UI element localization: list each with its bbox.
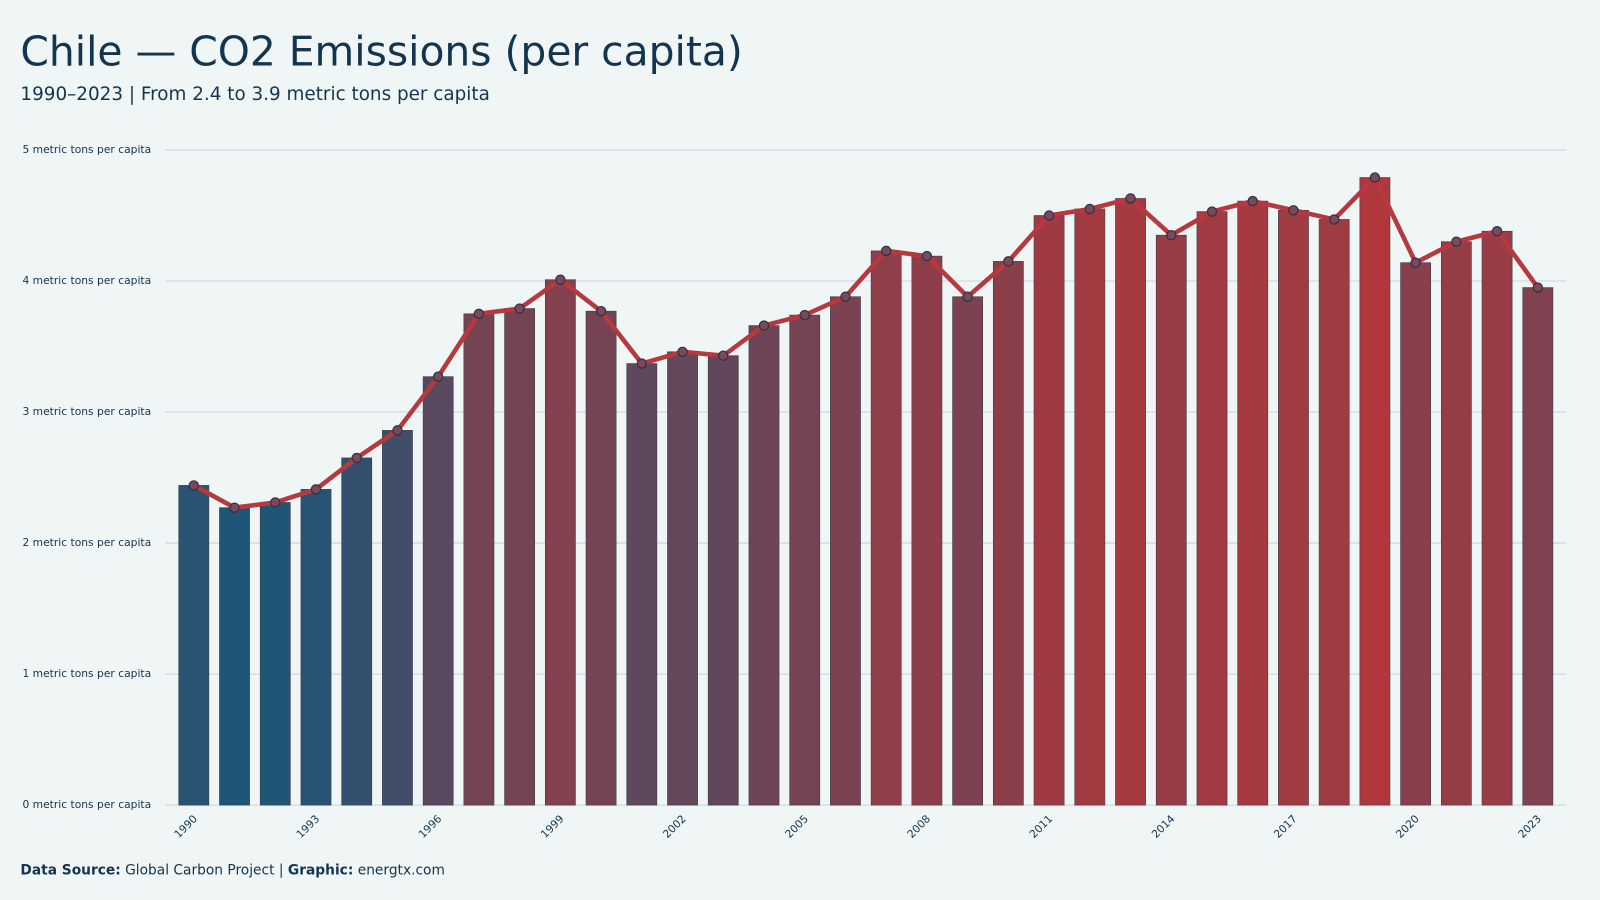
graphic: energtx.com: [358, 862, 445, 878]
bar: [1278, 209, 1309, 806]
point: [1451, 236, 1462, 247]
bar: [341, 457, 373, 806]
separator: |: [279, 862, 284, 878]
point: [595, 305, 607, 317]
point: [1532, 282, 1544, 293]
point: [677, 346, 688, 357]
bar: [707, 355, 739, 806]
point: [718, 350, 729, 361]
point: [962, 291, 973, 302]
bar: [952, 296, 984, 806]
point: [1247, 195, 1258, 207]
point: [1206, 206, 1218, 217]
bar: [1481, 230, 1513, 806]
point: [1410, 257, 1421, 268]
y-tick-label: 3 metric tons per capita: [22, 405, 151, 418]
plot-area: 0 metric tons per capita 1 metric tons pe…: [22, 143, 1567, 841]
bar: [504, 308, 536, 806]
bar: [544, 279, 576, 806]
point: [1084, 203, 1096, 215]
chart-title: Chile — CO2 Emissions (per capita): [20, 27, 742, 75]
bar: [1318, 219, 1350, 806]
bar: [382, 430, 413, 806]
chart-subtitle: 1990–2023 | From 2.4 to 3.9 metric tons …: [20, 84, 489, 105]
bar: [1359, 177, 1391, 806]
point: [1125, 193, 1136, 204]
point: [310, 484, 322, 495]
bar: [1400, 262, 1432, 806]
point: [1166, 229, 1177, 241]
point: [351, 452, 362, 464]
bar: [463, 313, 495, 806]
point: [473, 308, 485, 319]
point: [188, 480, 200, 491]
bar: [911, 255, 943, 806]
point: [799, 309, 810, 321]
bar: [1196, 211, 1228, 806]
point: [432, 371, 444, 382]
graphic-label: Graphic:: [288, 862, 353, 878]
bar: [748, 325, 780, 806]
bar: [1033, 215, 1065, 806]
bar: [422, 376, 454, 806]
point: [514, 303, 525, 314]
y-tick-label: 0 metric tons per capita: [22, 798, 151, 811]
bar: [626, 363, 658, 806]
point: [1328, 214, 1340, 225]
point: [1491, 226, 1503, 237]
bar: [992, 261, 1024, 806]
bar: [1522, 287, 1554, 806]
trend-line: [192, 175, 1540, 510]
point: [840, 291, 851, 302]
point: [1369, 172, 1381, 183]
bar: [585, 310, 617, 806]
bar: [830, 296, 861, 806]
point: [758, 320, 770, 331]
footer: Data Source: Global Carbon Project | Gra…: [20, 862, 444, 878]
bar: [1237, 200, 1269, 806]
bar: [870, 250, 902, 806]
y-tick-label: 4 metric tons per capita: [22, 274, 151, 287]
source: Global Carbon Project: [125, 862, 275, 878]
bar: [789, 314, 821, 806]
bar: [1115, 198, 1146, 806]
y-tick-label: 1 metric tons per capita: [22, 667, 151, 680]
point: [229, 502, 240, 513]
bar: [667, 351, 698, 806]
point: [555, 274, 566, 285]
point: [880, 245, 892, 257]
point: [921, 250, 933, 262]
bar: [259, 502, 291, 806]
point: [636, 358, 648, 369]
point: [392, 425, 403, 436]
point: [270, 497, 281, 508]
source-label: Data Source:: [20, 862, 120, 878]
bar: [1155, 234, 1187, 806]
bar: [178, 485, 210, 806]
point: [1043, 210, 1055, 221]
bar: [219, 507, 250, 806]
point: [1288, 205, 1299, 216]
bar: [1440, 241, 1472, 806]
y-tick-label: 5 metric tons per capita: [22, 143, 151, 156]
bar: [1074, 208, 1106, 806]
point: [1003, 256, 1014, 267]
bar: [300, 489, 332, 806]
y-tick-label: 2 metric tons per capita: [22, 536, 151, 549]
